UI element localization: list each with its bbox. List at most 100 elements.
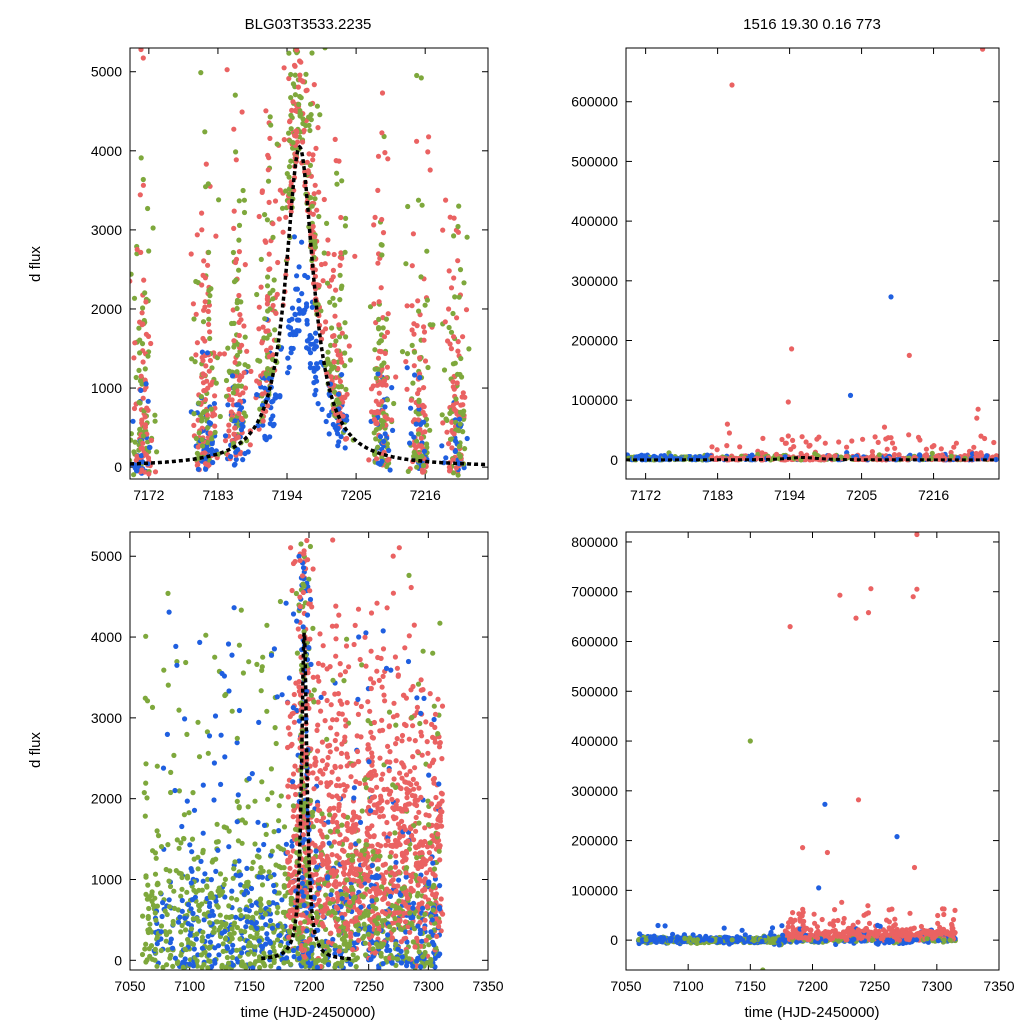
data-point bbox=[365, 877, 372, 884]
data-point bbox=[363, 663, 369, 669]
data-point bbox=[335, 352, 341, 358]
data-point bbox=[201, 917, 207, 923]
data-point bbox=[356, 937, 362, 943]
data-point bbox=[207, 335, 213, 342]
data-point bbox=[241, 891, 247, 897]
data-point bbox=[451, 275, 457, 281]
data-point bbox=[424, 870, 430, 876]
data-point bbox=[234, 352, 240, 358]
data-point bbox=[311, 894, 317, 901]
data-point bbox=[314, 891, 321, 897]
data-point bbox=[272, 327, 278, 333]
data-point bbox=[140, 182, 146, 188]
data-point bbox=[270, 302, 276, 309]
data-point bbox=[374, 801, 380, 808]
data-point bbox=[369, 750, 375, 756]
data-point bbox=[274, 141, 280, 147]
data-point bbox=[454, 315, 460, 321]
data-point bbox=[409, 327, 415, 333]
data-point bbox=[454, 380, 460, 386]
x-tick-label: 7050 bbox=[114, 978, 145, 994]
data-point bbox=[176, 707, 182, 713]
data-point bbox=[378, 843, 384, 849]
data-point bbox=[341, 848, 347, 854]
data-point bbox=[324, 280, 331, 286]
data-point bbox=[270, 234, 276, 240]
data-point bbox=[253, 900, 259, 906]
data-point bbox=[418, 794, 424, 801]
data-point bbox=[342, 445, 348, 451]
data-point bbox=[413, 421, 419, 427]
data-point bbox=[202, 397, 208, 403]
data-point bbox=[325, 939, 332, 945]
data-point bbox=[430, 322, 436, 328]
data-point bbox=[414, 464, 420, 470]
data-point bbox=[450, 310, 456, 317]
data-point bbox=[152, 946, 158, 953]
data-point bbox=[326, 431, 332, 437]
data-point bbox=[334, 181, 340, 187]
data-point bbox=[288, 95, 294, 101]
data-point bbox=[446, 441, 452, 447]
data-point bbox=[268, 416, 274, 422]
data-point bbox=[175, 907, 181, 913]
data-point bbox=[450, 402, 456, 408]
data-point bbox=[427, 763, 433, 769]
data-point bbox=[205, 933, 211, 939]
data-point bbox=[268, 367, 274, 373]
data-point bbox=[152, 895, 158, 901]
data-point bbox=[199, 415, 205, 421]
data-point bbox=[327, 749, 333, 755]
data-point bbox=[137, 378, 144, 384]
title-left: BLG03T3533.2235 bbox=[245, 16, 372, 33]
data-point bbox=[140, 395, 146, 401]
data-point bbox=[419, 453, 425, 459]
data-point bbox=[333, 338, 339, 344]
data-point bbox=[416, 399, 422, 405]
data-point bbox=[301, 127, 307, 133]
data-point bbox=[335, 425, 341, 431]
data-point bbox=[351, 795, 357, 801]
data-point bbox=[136, 325, 142, 331]
data-point bbox=[451, 215, 457, 221]
data-point bbox=[239, 342, 245, 348]
data-point bbox=[238, 415, 244, 421]
data-point bbox=[191, 946, 197, 952]
data-point bbox=[384, 799, 390, 805]
data-point bbox=[205, 876, 211, 883]
data-point bbox=[131, 472, 137, 478]
data-point bbox=[409, 342, 415, 348]
data-point bbox=[286, 928, 292, 934]
data-point bbox=[394, 798, 400, 804]
data-point bbox=[382, 698, 388, 704]
data-point bbox=[138, 48, 144, 53]
data-point bbox=[270, 221, 276, 227]
data-point bbox=[248, 368, 254, 374]
data-point bbox=[319, 739, 325, 745]
data-point bbox=[395, 909, 401, 916]
data-point bbox=[158, 947, 164, 954]
data-point bbox=[380, 771, 386, 777]
data-point bbox=[402, 645, 408, 651]
data-point bbox=[130, 457, 133, 463]
x-tick-label: 7300 bbox=[413, 978, 444, 994]
data-point bbox=[131, 355, 137, 361]
data-point bbox=[311, 699, 317, 705]
data-point bbox=[264, 217, 270, 223]
data-point bbox=[324, 862, 330, 868]
data-point bbox=[338, 434, 344, 440]
data-point bbox=[265, 274, 271, 280]
data-point bbox=[420, 905, 426, 911]
data-point bbox=[379, 216, 385, 223]
data-point bbox=[892, 445, 898, 451]
data-point bbox=[264, 347, 270, 353]
data-point bbox=[239, 383, 245, 389]
data-point bbox=[428, 900, 434, 907]
data-point bbox=[259, 667, 265, 674]
data-point bbox=[265, 328, 271, 334]
data-point bbox=[337, 297, 343, 303]
data-point bbox=[342, 717, 349, 723]
data-point bbox=[420, 462, 427, 469]
data-point bbox=[426, 850, 432, 856]
data-point bbox=[457, 453, 463, 459]
